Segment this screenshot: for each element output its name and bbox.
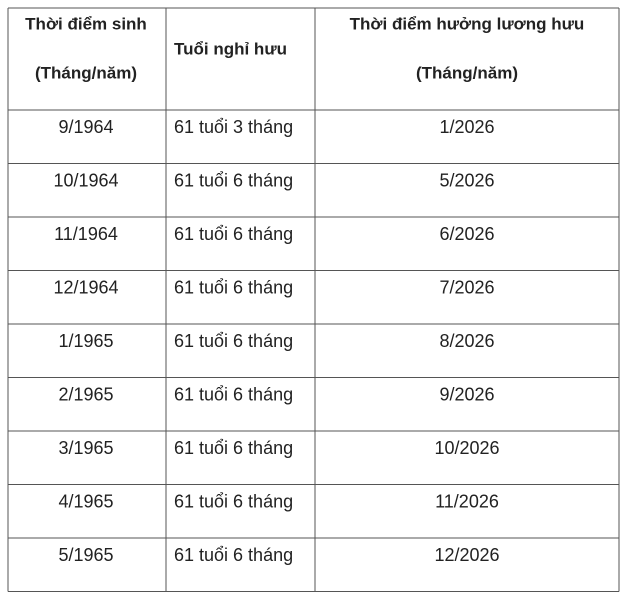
header-cell: Thời điểm sinh bbox=[25, 14, 147, 33]
table-cell: 12/2026 bbox=[434, 545, 499, 565]
table-cell: 61 tuổi 6 tháng bbox=[174, 545, 293, 565]
table-cell: 10/2026 bbox=[434, 438, 499, 458]
table-cell: 61 tuổi 3 tháng bbox=[174, 117, 293, 137]
table-cell: 61 tuổi 6 tháng bbox=[174, 277, 293, 297]
header-cell: (Tháng/năm) bbox=[35, 63, 137, 82]
table-cell: 5/1965 bbox=[58, 545, 113, 565]
table-cell: 10/1964 bbox=[53, 170, 118, 190]
table-cell: 61 tuổi 6 tháng bbox=[174, 438, 293, 458]
table-cell: 61 tuổi 6 tháng bbox=[174, 170, 293, 190]
table-cell: 4/1965 bbox=[58, 491, 113, 511]
header-cell: Thời điểm hưởng lương hưu bbox=[350, 14, 585, 33]
table-cell: 8/2026 bbox=[439, 331, 494, 351]
table-cell: 3/1965 bbox=[58, 438, 113, 458]
table-cell: 7/2026 bbox=[439, 277, 494, 297]
table-cell: 9/2026 bbox=[439, 384, 494, 404]
table-cell: 2/1965 bbox=[58, 384, 113, 404]
header-cell: Tuổi nghỉ hưu bbox=[174, 39, 287, 58]
header-cell: (Tháng/năm) bbox=[416, 63, 518, 82]
table-cell: 11/2026 bbox=[435, 491, 499, 511]
table-cell: 61 tuổi 6 tháng bbox=[174, 331, 293, 351]
table-cell: 5/2026 bbox=[439, 170, 494, 190]
table-cell: 61 tuổi 6 tháng bbox=[174, 224, 293, 244]
table-cell: 12/1964 bbox=[53, 277, 118, 297]
table-cell: 61 tuổi 6 tháng bbox=[174, 491, 293, 511]
table-cell: 61 tuổi 6 tháng bbox=[174, 384, 293, 404]
table-cell: 1/1965 bbox=[58, 331, 113, 351]
table-cell: 1/2026 bbox=[439, 117, 494, 137]
table-cell: 9/1964 bbox=[58, 117, 113, 137]
table-cell: 6/2026 bbox=[439, 224, 494, 244]
table-cell: 11/1964 bbox=[54, 224, 118, 244]
